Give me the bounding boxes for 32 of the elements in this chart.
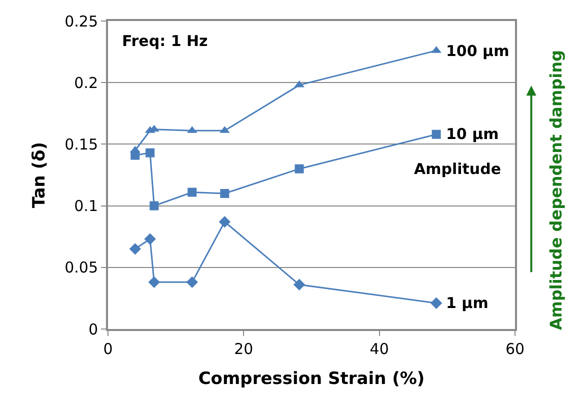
point	[146, 148, 155, 158]
point	[218, 216, 231, 228]
point	[188, 188, 197, 197]
point	[293, 278, 306, 290]
y-tick-label: 0	[88, 320, 98, 338]
y-tick-label: 0.15	[64, 135, 98, 154]
point	[129, 243, 141, 255]
y-tick-label: 0.05	[64, 258, 98, 277]
x-tick-label: 60	[505, 340, 525, 358]
annotation: Amplitude	[414, 160, 502, 178]
series-label: 1 μm	[446, 294, 488, 312]
point	[186, 276, 198, 288]
point	[430, 297, 442, 309]
y-axis-title: Tan (δ)	[30, 142, 50, 208]
annotation: Freq: 1 Hz	[122, 32, 208, 50]
y-tick-label: 0.2	[74, 74, 98, 92]
x-tick-label: 40	[370, 340, 389, 358]
x-axis-title: Compression Strain (%)	[198, 368, 425, 389]
text: Amplitude dependent damping	[546, 50, 566, 330]
y-tick-label: 0.25	[64, 12, 98, 30]
x-tick-label: 0	[103, 340, 113, 358]
point	[130, 150, 140, 160]
point	[432, 130, 441, 139]
point	[148, 276, 160, 288]
x-tick-label: 20	[234, 340, 254, 358]
point	[150, 201, 159, 210]
y-tick-label: 0.1	[74, 197, 98, 216]
point	[144, 233, 156, 245]
series-label: 100 μm	[446, 42, 510, 60]
point	[294, 164, 304, 174]
point	[220, 188, 230, 198]
series-label: 10 μm	[446, 125, 499, 143]
